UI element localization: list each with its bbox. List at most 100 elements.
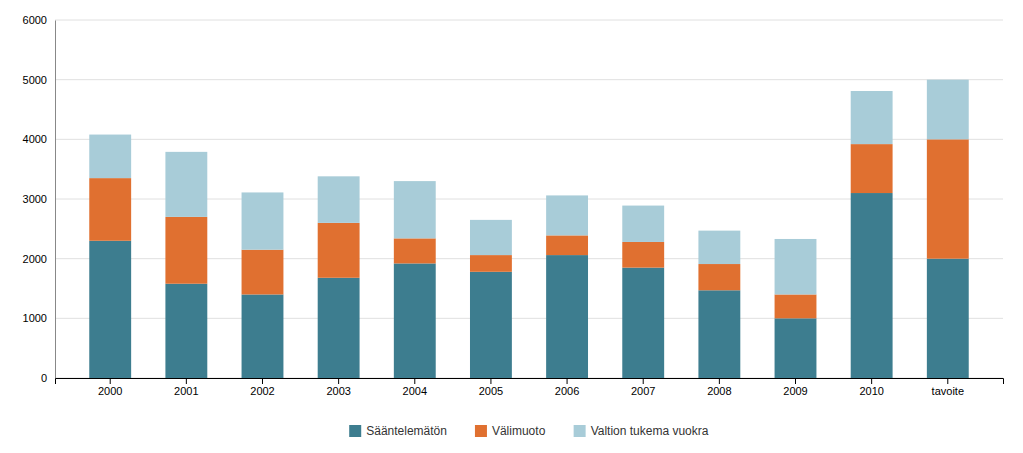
bar <box>165 152 207 217</box>
tick-label: 6000 <box>23 14 47 26</box>
tick-mark <box>338 378 339 384</box>
bar <box>470 272 512 378</box>
bar <box>89 135 131 179</box>
bar <box>470 220 512 255</box>
tick: 2007 <box>631 378 655 397</box>
tick: tavoite <box>932 378 964 397</box>
tick-label: 2000 <box>98 385 122 397</box>
tick: 0 <box>41 372 55 384</box>
bar <box>698 264 740 290</box>
grid <box>55 20 1003 378</box>
bar <box>165 284 207 378</box>
tick: 2002 <box>250 378 274 397</box>
y-axis: 0 1000 2000 3000 4000 5000 6000 <box>23 14 56 384</box>
bars <box>89 80 968 378</box>
bar <box>775 294 817 318</box>
tick-mark <box>110 378 111 384</box>
tick-label: 4000 <box>23 133 47 145</box>
tick-label: 2006 <box>555 385 579 397</box>
bar <box>927 80 969 140</box>
bar <box>851 91 893 144</box>
plot: 0100020003000400050006000200020012002200… <box>23 14 1004 397</box>
bar <box>546 195 588 235</box>
legend-label: Välimuoto <box>492 424 546 438</box>
legend-swatch <box>574 425 586 437</box>
bar <box>165 217 207 284</box>
tick-mark <box>947 378 948 384</box>
grid-line <box>55 20 1003 21</box>
bar <box>622 268 664 378</box>
tick-label: 5000 <box>23 74 47 86</box>
bar <box>89 241 131 378</box>
tick-label: 0 <box>41 372 47 384</box>
tick: 2000 <box>23 253 55 265</box>
x-axis: 2000 2001 2002 2003 2004 2005 2006 2007 2008 2009… <box>56 378 1004 397</box>
tick-label: 2005 <box>479 385 503 397</box>
tick: 2000 <box>98 378 122 397</box>
tick-label: 2004 <box>403 385 427 397</box>
tick: 2003 <box>326 378 350 397</box>
tick-label: 1000 <box>23 312 47 324</box>
series <box>89 139 968 318</box>
legend-item: Valtion tukema vuokra <box>574 424 709 438</box>
bar <box>622 206 664 242</box>
tick: 2005 <box>479 378 503 397</box>
axis-domain <box>55 21 56 379</box>
tick-label: 2008 <box>707 385 731 397</box>
tick-mark <box>643 378 644 384</box>
bar <box>394 181 436 238</box>
tick-mark <box>871 378 872 384</box>
tick-label: 2002 <box>250 385 274 397</box>
bar <box>394 263 436 378</box>
bar <box>242 250 284 295</box>
tick-mark <box>262 378 263 384</box>
bar <box>775 239 817 294</box>
legend-item: Välimuoto <box>475 424 546 438</box>
legend-swatch <box>475 425 487 437</box>
tick-label: 2000 <box>23 253 47 265</box>
tick-mark <box>567 378 568 384</box>
tick-mark <box>414 378 415 384</box>
tick-label: 2003 <box>326 385 350 397</box>
tick-mark <box>719 378 720 384</box>
tick: 2006 <box>555 378 579 397</box>
bar <box>470 255 512 272</box>
grid-line <box>55 79 1003 80</box>
tick: 6000 <box>23 14 55 26</box>
tick: 4000 <box>23 133 55 145</box>
tick-mark <box>795 378 796 384</box>
bar <box>546 235 588 255</box>
tick-label: 2009 <box>783 385 807 397</box>
bar <box>698 231 740 264</box>
tick: 1000 <box>23 312 55 324</box>
tick: 3000 <box>23 193 55 205</box>
series <box>89 80 968 295</box>
bar <box>318 176 360 223</box>
bar <box>851 193 893 378</box>
chart: 0100020003000400050006000200020012002200… <box>0 0 1023 453</box>
bar <box>318 223 360 278</box>
bar <box>242 192 284 249</box>
bar <box>698 290 740 378</box>
tick: 5000 <box>23 74 55 86</box>
bar <box>318 278 360 378</box>
tick-label: 2001 <box>174 385 198 397</box>
tick-label: 2010 <box>859 385 883 397</box>
tick: 2008 <box>707 378 731 397</box>
legend-item: Sääntelemätön <box>349 424 447 438</box>
series <box>89 193 968 378</box>
tick: 2001 <box>174 378 198 397</box>
legend-label: Sääntelemätön <box>366 424 447 438</box>
bar <box>394 238 436 263</box>
tick: 2004 <box>403 378 427 397</box>
tick-label: 2007 <box>631 385 655 397</box>
tick-label: tavoite <box>932 385 964 397</box>
tick: 2009 <box>783 378 807 397</box>
tick-label: 3000 <box>23 193 47 205</box>
bar <box>927 259 969 378</box>
tick-mark <box>186 378 187 384</box>
bar <box>622 242 664 268</box>
legend-label: Valtion tukema vuokra <box>591 424 709 438</box>
tick-mark <box>490 378 491 384</box>
legend-swatch <box>349 425 361 437</box>
